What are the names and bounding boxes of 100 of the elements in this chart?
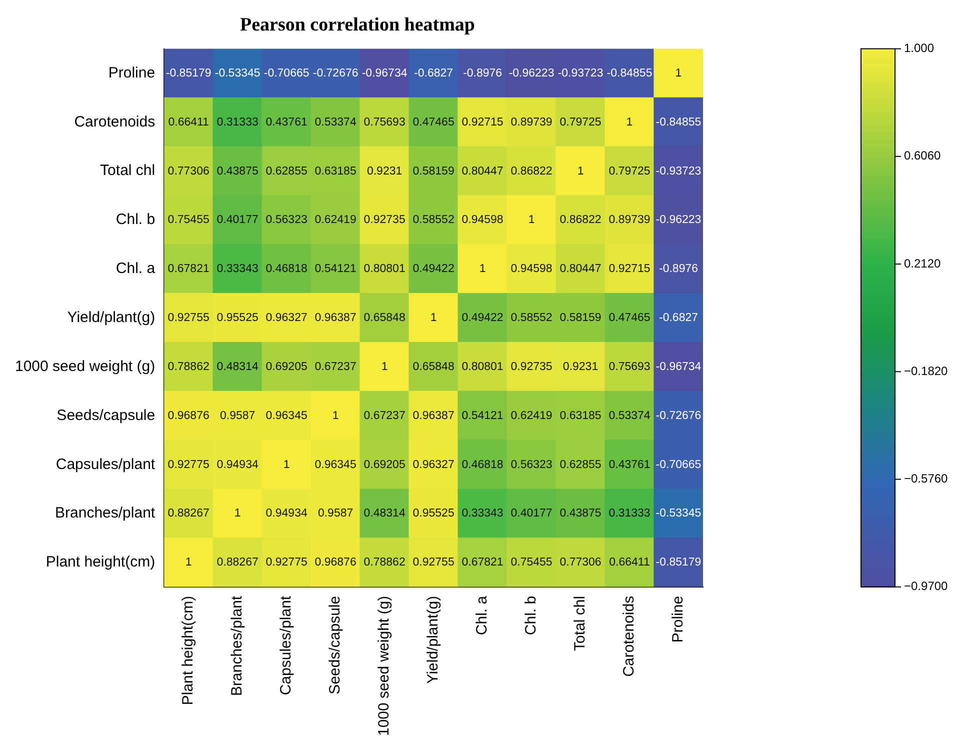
color-bar-label: 0.2120 bbox=[904, 256, 942, 270]
data-label: 0.56323 bbox=[266, 214, 308, 226]
data-label: 1 bbox=[332, 410, 339, 422]
data-label: -0.84855 bbox=[606, 67, 652, 80]
x-tick-label: Chl. b bbox=[522, 596, 540, 636]
color-bar-label: 0.6060 bbox=[904, 148, 942, 163]
data-label: 0.79725 bbox=[560, 116, 602, 128]
data-label: 0.86822 bbox=[560, 214, 602, 226]
y-tick-label: Carotenoids bbox=[74, 113, 156, 130]
color-bar-label: −0.5760 bbox=[904, 472, 948, 486]
data-label: 0.80447 bbox=[560, 263, 602, 276]
data-label: -0.8976 bbox=[658, 263, 698, 276]
x-tick-label: Carotenoids bbox=[620, 596, 638, 677]
data-label: 0.46818 bbox=[462, 458, 504, 471]
x-tick-label: 1000 seed weight (g) bbox=[376, 596, 393, 736]
data-label: 0.89739 bbox=[510, 116, 552, 128]
data-label: 0.92775 bbox=[266, 556, 308, 569]
data-label: 0.62855 bbox=[266, 165, 308, 178]
data-label: 1 bbox=[430, 312, 437, 324]
x-tick-label: Yield/plant(g) bbox=[424, 596, 442, 684]
data-label: 1 bbox=[185, 556, 192, 569]
data-label: 1 bbox=[381, 360, 388, 373]
data-label: 0.53374 bbox=[608, 410, 651, 422]
data-label: 0.69205 bbox=[266, 360, 308, 373]
data-label: -0.96734 bbox=[362, 67, 408, 80]
data-label: 0.92755 bbox=[412, 556, 454, 569]
data-label: 0.58552 bbox=[412, 214, 454, 226]
data-label: 0.58159 bbox=[412, 165, 454, 178]
data-label: -0.96734 bbox=[656, 360, 702, 373]
data-label: 0.58552 bbox=[510, 312, 552, 324]
data-label: 0.9587 bbox=[318, 508, 354, 520]
data-label: 0.92715 bbox=[608, 263, 650, 276]
data-label: 0.78862 bbox=[168, 360, 210, 373]
data-label: -0.6827 bbox=[658, 312, 698, 324]
data-label: -0.85179 bbox=[166, 67, 212, 80]
data-label: 0.95525 bbox=[216, 312, 258, 324]
data-label: 0.88267 bbox=[168, 508, 210, 520]
data-label: 0.47465 bbox=[412, 116, 454, 128]
data-label: 0.47465 bbox=[608, 312, 650, 324]
data-label: 0.79725 bbox=[608, 165, 650, 178]
y-tick-label: Plant height(cm) bbox=[46, 554, 156, 571]
data-label: 0.53374 bbox=[314, 116, 357, 128]
data-label: 0.43875 bbox=[560, 508, 602, 520]
data-label: 0.48314 bbox=[364, 508, 406, 520]
y-tick-label: Chl. a bbox=[116, 260, 156, 278]
data-label: 0.96876 bbox=[168, 410, 210, 422]
data-label: -0.6827 bbox=[414, 67, 454, 80]
x-tick-label: Branches/plant bbox=[228, 595, 246, 696]
data-label: 1 bbox=[577, 165, 584, 178]
data-label: 0.96876 bbox=[314, 556, 356, 569]
data-label: -0.53345 bbox=[214, 67, 260, 80]
data-label: -0.93723 bbox=[656, 165, 702, 178]
data-label: 0.65848 bbox=[364, 312, 406, 324]
data-label: 0.78862 bbox=[364, 556, 406, 569]
data-label: 0.96327 bbox=[266, 312, 308, 324]
data-label: 0.9587 bbox=[220, 410, 256, 422]
x-tick-label: Total chl bbox=[572, 596, 589, 651]
data-label: 1 bbox=[675, 67, 682, 80]
data-label: 0.92755 bbox=[168, 312, 210, 324]
data-label: 0.67821 bbox=[168, 263, 210, 276]
data-label: 0.75693 bbox=[364, 116, 406, 128]
data-label: 0.96387 bbox=[314, 312, 356, 324]
y-tick-label: Chl. b bbox=[116, 211, 156, 228]
data-label: 0.63185 bbox=[314, 165, 356, 178]
data-label: 1 bbox=[528, 214, 535, 226]
data-label: 1 bbox=[479, 263, 486, 276]
data-label: 0.88267 bbox=[216, 556, 258, 569]
data-label: 0.96387 bbox=[412, 410, 454, 422]
data-label: -0.70665 bbox=[264, 67, 310, 80]
data-label: 0.77306 bbox=[168, 165, 210, 178]
data-label: 0.49422 bbox=[462, 312, 504, 324]
data-label: 0.62419 bbox=[314, 214, 356, 226]
x-tick-label: Capsules/plant bbox=[278, 595, 295, 696]
data-label: 0.43875 bbox=[216, 165, 258, 178]
data-label: -0.96223 bbox=[656, 214, 702, 226]
data-label: 0.58159 bbox=[560, 312, 602, 324]
data-label: 0.33343 bbox=[216, 263, 258, 276]
data-label: -0.85179 bbox=[656, 556, 702, 569]
data-label: 0.69205 bbox=[364, 458, 406, 471]
chart-title: Pearson correlation heatmap bbox=[240, 14, 475, 36]
data-label: -0.93723 bbox=[558, 67, 604, 80]
y-tick-label: Yield/plant(g) bbox=[67, 308, 156, 326]
x-tick-label: Seeds/capsule bbox=[326, 596, 344, 694]
data-label: 0.96345 bbox=[314, 458, 356, 471]
data-label: 0.40177 bbox=[510, 508, 552, 520]
data-label: 0.49422 bbox=[412, 263, 454, 276]
data-label: 0.66411 bbox=[168, 116, 209, 128]
data-label: 0.62855 bbox=[560, 458, 602, 471]
data-label: 0.80801 bbox=[462, 360, 504, 373]
data-label: 0.94934 bbox=[216, 458, 259, 471]
color-bar-label: 1.000 bbox=[904, 41, 934, 56]
data-label: 0.94598 bbox=[510, 263, 552, 276]
data-label: 0.46818 bbox=[266, 263, 308, 276]
data-label: 0.65848 bbox=[412, 360, 454, 373]
y-tick-label: Proline bbox=[108, 64, 156, 82]
data-label: -0.70665 bbox=[656, 458, 702, 471]
data-label: 1 bbox=[626, 116, 633, 128]
y-tick-label: Capsules/plant bbox=[56, 456, 156, 473]
data-label: 0.77306 bbox=[560, 556, 602, 569]
data-label: 0.75693 bbox=[608, 360, 650, 373]
